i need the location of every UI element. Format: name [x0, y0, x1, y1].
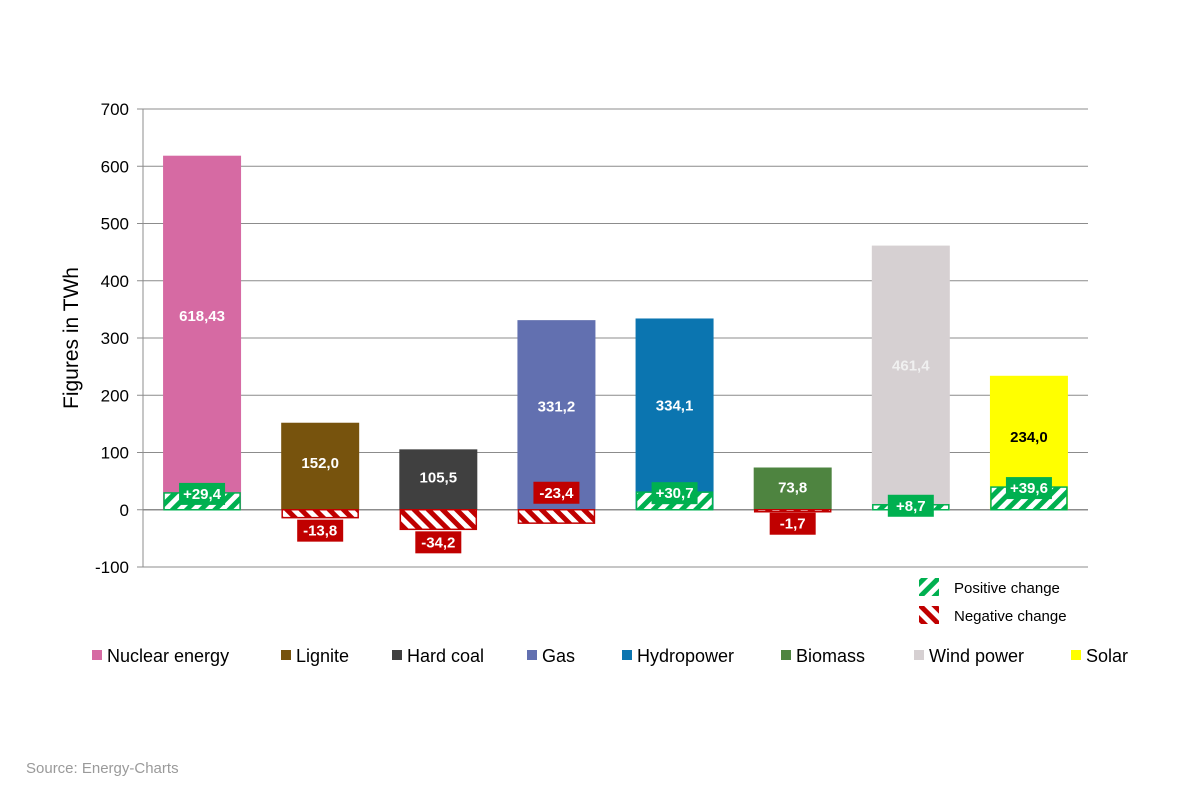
y-tick-label: 300: [101, 329, 129, 348]
change-label: -34,2: [421, 534, 455, 551]
bar: [753, 467, 832, 510]
change-label: +39,6: [1010, 480, 1048, 497]
change-label: -13,8: [303, 523, 337, 540]
change-label-box: [297, 519, 344, 542]
bar-value-label: 618,43: [179, 308, 225, 325]
change-label-box: [1005, 477, 1052, 500]
legend-label: Wind power: [929, 646, 1024, 666]
bar-value-label: 461,4: [892, 357, 930, 374]
legend-negative-swatch: [919, 606, 939, 624]
y-tick-label: 100: [101, 444, 129, 463]
legend-label: Nuclear energy: [107, 646, 229, 666]
bar-value-label: 152,0: [301, 455, 339, 472]
y-axis-title: Figures in TWh: [60, 267, 83, 409]
legend-negative-label: Negative change: [954, 608, 1067, 625]
y-tick-label: 0: [120, 501, 129, 520]
bar-value-label: 334,1: [656, 398, 694, 415]
y-tick-label: -100: [95, 558, 129, 577]
y-tick-label: 700: [101, 100, 129, 119]
legend-positive-label: Positive change: [954, 580, 1060, 597]
legend-swatch: [281, 650, 291, 660]
change-label: -23,4: [539, 485, 574, 502]
legend-positive-swatch: [919, 578, 939, 596]
change-label: +30,7: [656, 485, 694, 502]
legend-label: Hydropower: [637, 646, 734, 666]
bar-value-label: 234,0: [1010, 429, 1048, 446]
legend-swatch: [1071, 650, 1081, 660]
y-tick-label: 400: [101, 272, 129, 291]
bar: [163, 155, 242, 510]
y-tick-label: 200: [101, 386, 129, 405]
legend-label: Solar: [1086, 646, 1128, 666]
change-label: -1,7: [780, 516, 806, 533]
legend-swatch: [92, 650, 102, 660]
change-label-box: [415, 531, 462, 554]
bar-value-label: 73,8: [778, 480, 807, 497]
legend-swatch: [392, 650, 402, 660]
bar: [517, 320, 596, 510]
legend-swatch: [622, 650, 632, 660]
change-hatch: [399, 509, 478, 531]
bar: [399, 449, 478, 510]
change-label-box: [887, 494, 934, 517]
bar-value-label: 105,5: [420, 470, 458, 487]
legend-swatch: [781, 650, 791, 660]
change-label-box: [179, 482, 226, 505]
change-label-box: [533, 481, 580, 504]
source-note: Source: Energy-Charts: [26, 760, 179, 777]
change-hatch: [517, 509, 596, 524]
legend-swatch: [527, 650, 537, 660]
legend-label: Gas: [542, 646, 575, 666]
y-tick-label: 500: [101, 215, 129, 234]
change-label: +29,4: [183, 486, 222, 503]
change-label: +8,7: [896, 498, 926, 515]
bar: [281, 422, 360, 510]
bar-value-label: 331,2: [538, 398, 576, 415]
change-label-box: [651, 482, 698, 505]
bar: [871, 245, 950, 510]
y-tick-label: 600: [101, 157, 129, 176]
bar: [635, 318, 714, 510]
change-label-box: [769, 512, 816, 535]
change-hatch: [753, 509, 832, 513]
legend-label: Hard coal: [407, 646, 484, 666]
legend-label: Lignite: [296, 646, 349, 666]
legend-label: Biomass: [796, 646, 865, 666]
legend-swatch: [914, 650, 924, 660]
change-hatch: [281, 509, 359, 519]
